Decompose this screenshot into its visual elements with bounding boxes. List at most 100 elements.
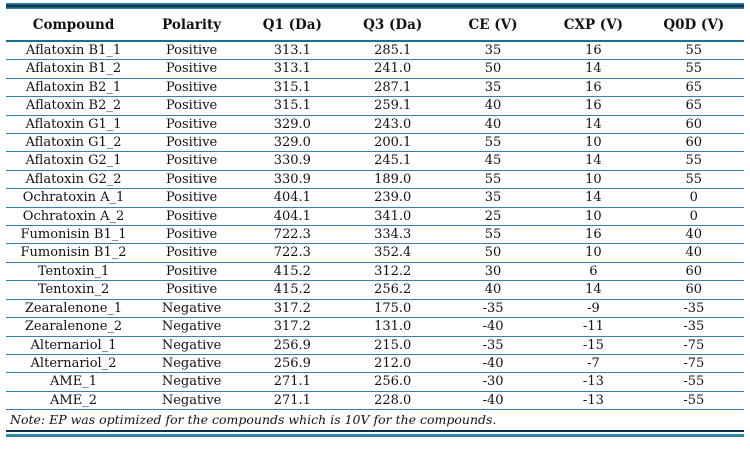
value-cell: 341.0 (342, 207, 443, 227)
value-cell: 55 (643, 170, 744, 190)
value-cell: 313.1 (242, 41, 343, 61)
value-cell: Negative (141, 336, 243, 355)
column-header-q3-da: Q3 (Da) (342, 9, 443, 42)
value-cell: 14 (543, 115, 644, 135)
value-cell: 55 (442, 225, 544, 245)
compound-cell: Alternariol_1 (6, 336, 142, 355)
value-cell: Positive (141, 207, 243, 227)
table-bottom-border (6, 434, 744, 438)
table-row: Aflatoxin B2_2 Positive 315.1 259.1 40 16 65 (6, 96, 744, 116)
table-top-border (6, 3, 744, 9)
table-row: Tentoxin_2 Positive 415.2 256.2 40 14 60 (6, 280, 744, 300)
value-cell: 722.3 (242, 243, 343, 263)
value-cell: 329.0 (242, 115, 343, 135)
value-cell: 16 (543, 78, 644, 98)
value-cell: 287.1 (342, 78, 443, 98)
column-header-cxp-v: CXP (V) (543, 9, 644, 42)
value-cell: 60 (643, 262, 744, 282)
value-cell: Negative (141, 372, 243, 392)
value-cell: -35 (643, 299, 744, 319)
value-cell: 256.9 (242, 354, 343, 374)
column-header-q0d-v: Q0D (V) (643, 9, 744, 42)
table-row: Aflatoxin B1_2 Positive 313.1 241.0 50 14 55 (6, 59, 744, 79)
table-row: Tentoxin_1 Positive 415.2 312.2 30 6 60 (6, 262, 744, 282)
value-cell: 55 (442, 170, 544, 190)
value-cell: Positive (141, 225, 243, 245)
value-cell: 10 (543, 170, 644, 190)
table-row: Fumonisin B1_2 Positive 722.3 352.4 50 10 40 (6, 243, 744, 263)
value-cell: Positive (141, 170, 243, 190)
note-row: Note: EP was optimized for the compounds… (6, 409, 744, 433)
value-cell: 415.2 (242, 280, 343, 300)
value-cell: -40 (442, 391, 544, 411)
compound-cell: Aflatoxin B2_1 (6, 78, 142, 98)
value-cell: 256.0 (342, 372, 443, 392)
table-row: Fumonisin B1_1 Positive 722.3 334.3 55 16 40 (6, 225, 744, 245)
value-cell: 6 (543, 262, 644, 282)
value-cell: 317.2 (242, 317, 343, 337)
value-cell: Negative (141, 391, 243, 411)
value-cell: 330.9 (242, 151, 343, 171)
value-cell: 25 (442, 207, 544, 227)
compound-cell: Aflatoxin G1_2 (6, 133, 142, 153)
value-cell: 0 (643, 188, 744, 208)
value-cell: 60 (643, 280, 744, 300)
value-cell: 228.0 (342, 391, 443, 411)
value-cell: 256.9 (242, 336, 343, 355)
value-cell: 330.9 (242, 170, 343, 190)
table-row: AME_2 Negative 271.1 228.0 -40 -13 -55 (6, 391, 744, 411)
value-cell: 16 (543, 41, 644, 61)
value-cell: 65 (643, 78, 744, 98)
value-cell: 14 (543, 188, 644, 208)
value-cell: 334.3 (342, 225, 443, 245)
value-cell: Negative (141, 354, 243, 374)
value-cell: 215.0 (342, 336, 443, 355)
table-row: Aflatoxin G2_1 Positive 330.9 245.1 45 14 55 (6, 151, 744, 171)
value-cell: Positive (141, 188, 243, 208)
column-header-compound: Compound (6, 9, 142, 42)
compound-cell: Fumonisin B1_1 (6, 225, 142, 245)
compound-cell: AME_2 (6, 391, 142, 411)
value-cell: 212.0 (342, 354, 443, 374)
compound-cell: Aflatoxin G1_1 (6, 115, 142, 135)
value-cell: -40 (442, 354, 544, 374)
value-cell: 40 (643, 225, 744, 245)
value-cell: 315.1 (242, 78, 343, 98)
value-cell: 10 (543, 133, 644, 153)
value-cell: 271.1 (242, 372, 343, 392)
table-row: Zearalenone_1 Negative 317.2 175.0 -35 -9 -35 (6, 299, 744, 319)
value-cell: 200.1 (342, 133, 443, 153)
value-cell: -9 (543, 299, 644, 319)
value-cell: 16 (543, 96, 644, 116)
value-cell: 40 (643, 243, 744, 263)
value-cell: 16 (543, 225, 644, 245)
value-cell: 404.1 (242, 207, 343, 227)
value-cell: 189.0 (342, 170, 443, 190)
value-cell: 312.2 (342, 262, 443, 282)
value-cell: 35 (442, 41, 544, 61)
value-cell: -35 (643, 317, 744, 337)
table-row: AME_1 Negative 271.1 256.0 -30 -13 -55 (6, 372, 744, 392)
value-cell: 175.0 (342, 299, 443, 319)
value-cell: -13 (543, 372, 644, 392)
column-header-ce-v: CE (V) (442, 9, 544, 42)
compound-cell: Tentoxin_2 (6, 280, 142, 300)
value-cell: 35 (442, 188, 544, 208)
table-body: Aflatoxin B1_1 Positive 313.1 285.1 35 16 55 Af… (6, 41, 744, 411)
table-note: Note: EP was optimized for the compounds… (6, 409, 744, 433)
value-cell: Positive (141, 96, 243, 116)
value-cell: Positive (141, 78, 243, 98)
value-cell: 50 (442, 243, 544, 263)
value-cell: Positive (141, 133, 243, 153)
table-row: Ochratoxin A_2 Positive 404.1 341.0 25 10 0 (6, 207, 744, 227)
value-cell: 35 (442, 78, 544, 98)
value-cell: 10 (543, 243, 644, 263)
value-cell: 45 (442, 151, 544, 171)
value-cell: -75 (643, 336, 744, 355)
value-cell: 60 (643, 133, 744, 153)
value-cell: Positive (141, 59, 243, 79)
compound-cell: Aflatoxin G2_2 (6, 170, 142, 190)
value-cell: 243.0 (342, 115, 443, 135)
value-cell: Negative (141, 299, 243, 319)
compound-cell: Ochratoxin A_1 (6, 188, 142, 208)
